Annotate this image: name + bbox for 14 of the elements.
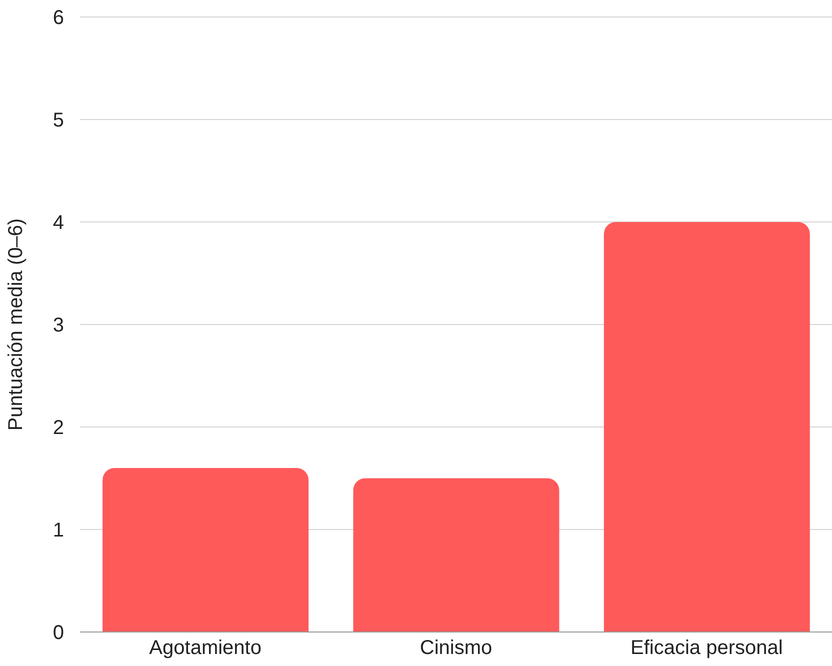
y-tick-label: 5 (52, 110, 64, 132)
x-tick-label: Agotamiento (149, 637, 262, 660)
y-tick-label: 0 (52, 622, 64, 644)
bar (102, 468, 309, 632)
y-axis-title: Puntuación media (0–6) (5, 218, 28, 431)
x-tick-label: Cinismo (420, 637, 492, 660)
y-tick-label: 4 (52, 212, 64, 234)
y-tick-label: 3 (52, 314, 64, 337)
y-tick-label: 6 (52, 7, 64, 30)
bar (604, 222, 810, 632)
y-tick-label: 2 (52, 417, 64, 440)
y-tick-label: 1 (52, 520, 64, 542)
bar (353, 478, 560, 632)
x-tick-label: Eficacia personal (630, 637, 783, 660)
